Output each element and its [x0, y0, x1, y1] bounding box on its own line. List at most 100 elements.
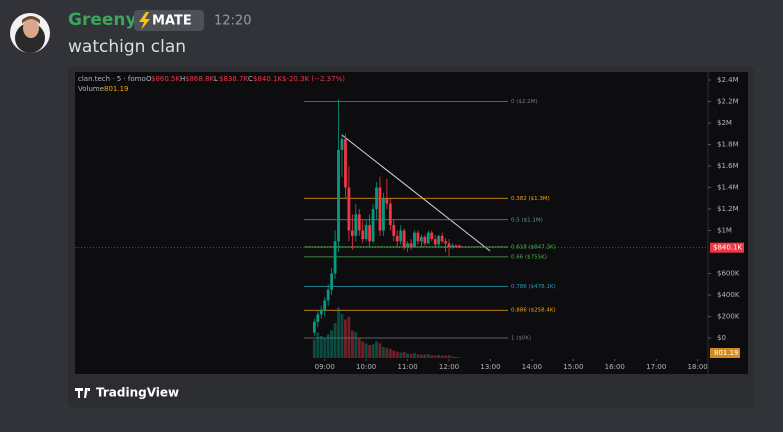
candle-body [382, 198, 385, 231]
candle-body [395, 235, 399, 242]
candle-body [426, 232, 430, 244]
x-tick-label: 11:00 [397, 363, 417, 371]
volume-bar [433, 355, 437, 358]
candle-body [420, 236, 423, 242]
fib-label: 0.618 ($847.3K) [511, 244, 556, 250]
x-tick-label: 18:00 [688, 363, 708, 371]
candle-body [378, 187, 382, 231]
avatar[interactable] [10, 13, 50, 53]
volume-bar [416, 354, 420, 358]
candle-body [361, 230, 365, 240]
footer-text: TradingView [96, 386, 179, 400]
y-tick-label: $1.4M [717, 184, 739, 192]
volume-bar [368, 345, 372, 358]
candle-body [316, 314, 320, 322]
tradingview-logo [75, 388, 90, 398]
ohlc-key: H [180, 75, 185, 83]
y-tick-label: $1.8M [717, 141, 739, 149]
fib-label: 0.886 ($258.4K) [511, 308, 556, 314]
candle-body [340, 139, 344, 150]
volume-bar [344, 319, 347, 358]
candle-body [409, 243, 413, 247]
volume-bar [312, 339, 316, 358]
volume-box [710, 348, 740, 358]
candle-body [399, 230, 403, 242]
candle-body [319, 310, 323, 315]
candle-body [430, 232, 434, 240]
ohlc-key: C [248, 75, 253, 83]
ohlc-value: $838.7K [219, 75, 248, 83]
volume-bar [330, 330, 334, 358]
volume-bar [440, 355, 444, 358]
fib-label: 0.5 ($1.1M) [511, 217, 543, 223]
volume-bar [323, 337, 327, 358]
volume-bar [385, 347, 389, 358]
ohlc-value: $860.5K [151, 75, 180, 83]
y-tick-label: $1.6M [717, 162, 739, 170]
badge-icon [139, 12, 150, 30]
y-tick-label: $200K [717, 313, 740, 321]
change: $-20.3K (−2.37%) [282, 75, 345, 83]
volume-value: 801.19 [104, 85, 129, 93]
x-tick-label: 12:00 [439, 363, 459, 371]
volume-bar [454, 356, 458, 358]
ohlc-key: O [146, 75, 152, 83]
candle-body [454, 245, 458, 248]
volume-bar [444, 355, 447, 358]
x-tick-label: 15:00 [563, 363, 583, 371]
candle-body [357, 214, 361, 231]
last-price-box [710, 242, 744, 253]
volume-bar [388, 348, 392, 358]
volume-bar [426, 354, 430, 358]
candle-body [323, 300, 327, 311]
volume-axis-label: 801.19 [714, 349, 739, 357]
candle-body [371, 209, 375, 242]
y-tick-label: $1M [717, 227, 732, 235]
candle-body [385, 198, 389, 204]
timestamp: 12:20 [214, 14, 251, 29]
volume-bar [364, 343, 368, 358]
volume-bar [354, 332, 358, 358]
candle-body [330, 273, 334, 290]
volume-bar [371, 344, 375, 358]
volume-bar [423, 354, 427, 358]
x-tick-label: 09:00 [315, 363, 335, 371]
volume-bar [347, 316, 351, 358]
volume-bar [406, 353, 409, 358]
badge [134, 10, 204, 31]
candle-body [333, 241, 337, 274]
volume-bar [382, 347, 385, 358]
volume-bar [378, 343, 382, 358]
candle-body [364, 225, 368, 240]
author[interactable]: Greeny [68, 10, 137, 30]
y-tick-label: $2.4M [717, 76, 739, 84]
candle-body [437, 235, 441, 245]
volume-bar [350, 330, 354, 358]
candle-body [350, 230, 354, 236]
candle-body [413, 232, 416, 247]
volume-bar [340, 314, 344, 358]
candle-body [447, 243, 451, 247]
candle-body [423, 236, 427, 244]
candle-body [312, 321, 316, 333]
candle-body [368, 225, 372, 242]
candle-body [406, 243, 409, 247]
volume-bar [409, 353, 413, 358]
fib-label: 0.786 ($478.1K) [511, 284, 556, 290]
ohlc-value: $868.8K [185, 75, 214, 83]
volume-bar [413, 352, 416, 358]
candle-body [388, 203, 392, 226]
candle-body [344, 139, 347, 188]
volume-bar [451, 356, 454, 358]
chart-area[interactable] [75, 72, 748, 374]
y-tick-label: $0 [717, 334, 726, 342]
x-tick-label: 16:00 [605, 363, 625, 371]
volume-bar [457, 357, 461, 358]
chart-title: clan.tech · 5 · fomo [78, 75, 146, 83]
volume-bar [420, 354, 423, 358]
candle-body [402, 230, 406, 247]
y-tick-label: $1.2M [717, 205, 739, 213]
volume-bar [402, 352, 406, 358]
message-text: watchign clan [68, 37, 186, 57]
candle-body [392, 225, 396, 236]
